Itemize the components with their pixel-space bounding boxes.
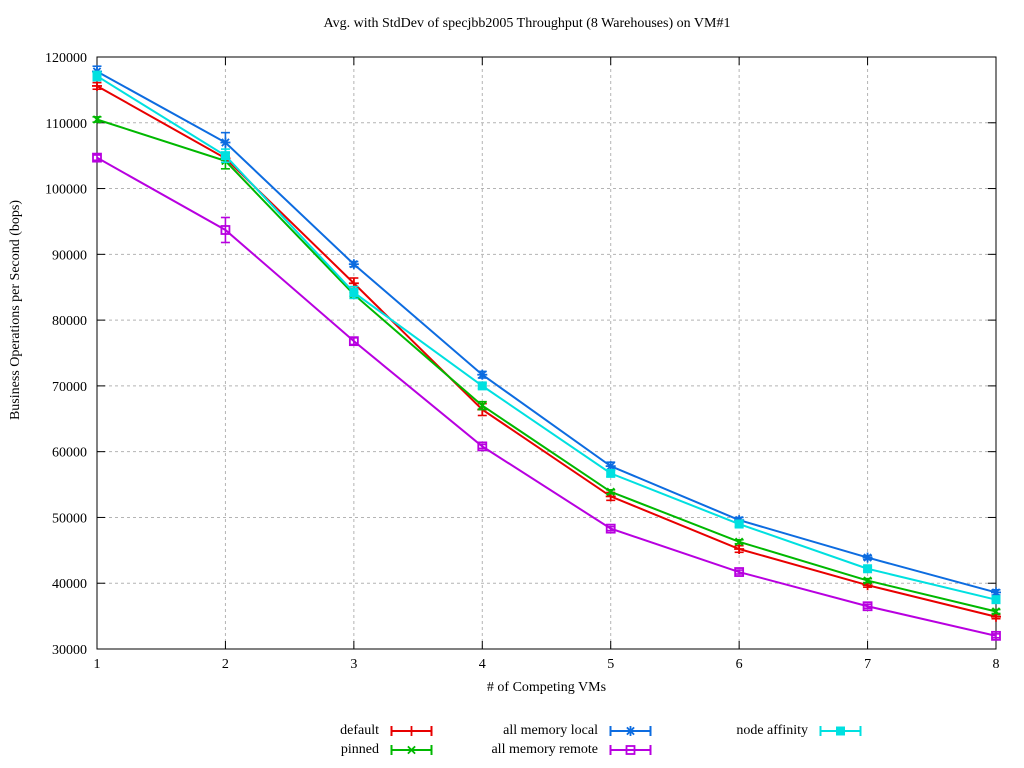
y-tick-label: 30000 [52,643,87,658]
y-tick-label: 50000 [52,511,87,526]
error-bars-node-affinity [92,70,1001,603]
x-tick-label: 4 [479,657,486,672]
series-all-memory-local [92,65,1001,598]
y-tick-label: 80000 [52,314,87,329]
legend-entry-node-affinity: node affinity [736,724,862,738]
x-tick-label: 2 [222,657,229,672]
legend-label-node-affinity: node affinity [736,723,808,738]
plot-border [96,56,997,650]
legend-sample-default [390,726,433,736]
line-pinned [96,118,997,613]
series-all-memory-remote [92,152,1001,641]
x-tick-label: 3 [350,657,357,672]
legend-label-pinned: pinned [340,742,379,757]
y-tick-label: 120000 [45,51,87,66]
legend-label-all-memory-local: all memory local [503,723,598,738]
legend-sample-glyph [609,726,652,736]
markers-pinned [92,115,1001,616]
tick-labels: 30000 40000 50000 60000 70000 80000 90000 10000… [45,51,1000,672]
y-tick-label: 90000 [52,248,87,263]
chart-title: Avg. with StdDev of specjbb2005 Throughp… [323,16,731,31]
legend-sample-glyph [390,745,433,755]
legend-sample-node-affinity [819,726,862,736]
x-tick-label: 7 [864,657,871,672]
legend-entry-pinned: pinned [341,743,433,757]
x-axis-label: # of Competing VMs [486,680,607,695]
y-tick-label: 100000 [45,183,87,198]
x-tick-label: 6 [736,657,743,672]
legend-sample-glyph [819,726,862,736]
legend-sample-pinned [390,745,433,755]
y-tick-label: 40000 [52,577,87,592]
y-tick-label: 110000 [46,117,87,132]
legend-sample-all-memory-local [609,726,652,736]
markers-all-memory-remote [92,152,1001,641]
legend-sample-glyph [609,745,652,755]
line-default [96,85,997,618]
markers-node-affinity [92,71,1001,605]
x-tick-label: 5 [607,657,614,672]
series-node-affinity [92,70,1001,605]
legend-label-default: default [340,723,379,738]
legend-sample-all-memory-remote [609,745,652,755]
y-tick-label: 70000 [52,380,87,395]
legend-sample-glyph [390,726,433,736]
error-bars-pinned [92,116,1001,615]
line-all-memory-local [96,70,997,594]
series-pinned [92,115,1001,616]
legend-entry-all-memory-remote: all memory remote [491,743,652,757]
line-node-affinity [96,75,997,601]
legend-entry-default: default [340,724,433,738]
legend-label-all-memory-remote: all memory remote [491,742,598,757]
gridlines [96,56,997,650]
x-tick-label: 1 [94,657,101,672]
markers-all-memory-local [92,66,1001,598]
x-tick-label: 8 [993,657,1000,672]
line-all-memory-remote [96,156,997,637]
legend-entry-all-memory-local: all memory local [503,724,652,738]
y-tick-label: 60000 [52,446,87,461]
axis-ticks [96,56,997,650]
